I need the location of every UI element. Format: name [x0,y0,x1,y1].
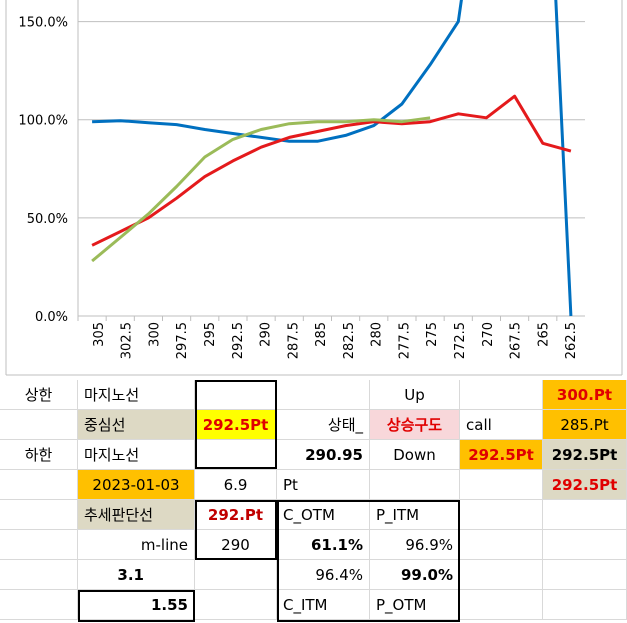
x-tick-label: 300 [147,322,162,347]
cell: 1.55 [78,590,195,620]
empty-cell [543,530,627,560]
x-tick-label: 275 [425,322,440,347]
cell: 292.5Pt [460,440,543,470]
cell: 3.1 [78,560,195,590]
x-tick-label: 280 [370,322,385,347]
empty-cell [460,590,543,620]
x-tick-label: 262.5 [564,322,579,359]
empty-cell [277,380,370,410]
cell: 292.Pt [195,500,277,530]
y-tick-label: 100.0% [18,114,68,129]
cell: Down [370,440,460,470]
empty-cell [460,500,543,530]
series-line [91,116,431,263]
cell: 2023-01-03 [78,470,195,500]
cell: 추세판단선 [78,500,195,530]
cell: Pt [277,470,370,500]
cell: C_OTM [277,500,370,530]
cell: 마지노선 [78,380,195,410]
empty-cell [370,470,460,500]
x-tick-label: 302.5 [120,322,135,359]
y-tick-label: 150.0% [18,16,68,31]
empty-cell [460,530,543,560]
x-tick-label: 290 [259,322,274,347]
empty-cell [460,560,543,590]
cell: 96.9% [370,530,460,560]
empty-cell [460,380,543,410]
cell: 6.9 [195,470,277,500]
cell: 292.5Pt [195,410,277,440]
empty-cell [0,530,78,560]
empty-cell [0,410,78,440]
cell: 상승구도 [370,410,460,440]
cell: call [460,410,543,440]
empty-cell [195,440,277,470]
x-tick-label: 297.5 [175,322,190,359]
x-tick-label: 265 [536,322,551,347]
x-tick-label: 295 [203,322,218,347]
empty-cell [543,560,627,590]
empty-cell [460,470,543,500]
chart: 0.0% 50.0% 100.0% 150.0% 305 302.5 300 297.5 295… [5,0,623,376]
cell: P_OTM [370,590,460,620]
cell: Up [370,380,460,410]
cell: 292.5Pt [543,470,627,500]
y-tick-label: 0.0% [35,310,68,325]
empty-cell [0,500,78,530]
empty-cell [543,500,627,530]
cell: 290.95 [277,440,370,470]
cell: m-line [78,530,195,560]
empty-cell [195,380,277,410]
cell: 292.5Pt [543,440,627,470]
x-tick-label: 267.5 [509,322,524,359]
empty-cell [0,560,78,590]
x-tick-label: 292.5 [231,322,246,359]
x-tick-label: 277.5 [397,322,412,359]
x-tick-label: 287.5 [286,322,301,359]
x-tick-label: 272.5 [453,322,468,359]
cell: 300.Pt [543,380,627,410]
empty-cell [0,590,78,620]
cell: P_ITM [370,500,460,530]
cell: C_ITM [277,590,370,620]
x-tick-label: 305 [92,322,107,347]
y-tick-label: 50.0% [27,212,68,227]
x-tick-label: 285 [314,322,329,347]
cell: 285.Pt [543,410,627,440]
cell: 마지노선 [78,440,195,470]
x-tick-label: 282.5 [342,322,357,359]
cell: 하한 [0,440,78,470]
cell: 290 [195,530,277,560]
series-line [91,94,572,247]
cell: 99.0% [370,560,460,590]
empty-cell [543,590,627,620]
cell: 96.4% [277,560,370,590]
cell: 상태_ [277,410,370,440]
cell: 중심선 [78,410,195,440]
empty-cell [0,470,78,500]
cell: 상한 [0,380,78,410]
cell: 61.1% [277,530,370,560]
x-tick-label: 270 [481,322,496,347]
empty-cell [195,590,277,620]
empty-cell [195,560,277,590]
series-line [92,0,573,317]
